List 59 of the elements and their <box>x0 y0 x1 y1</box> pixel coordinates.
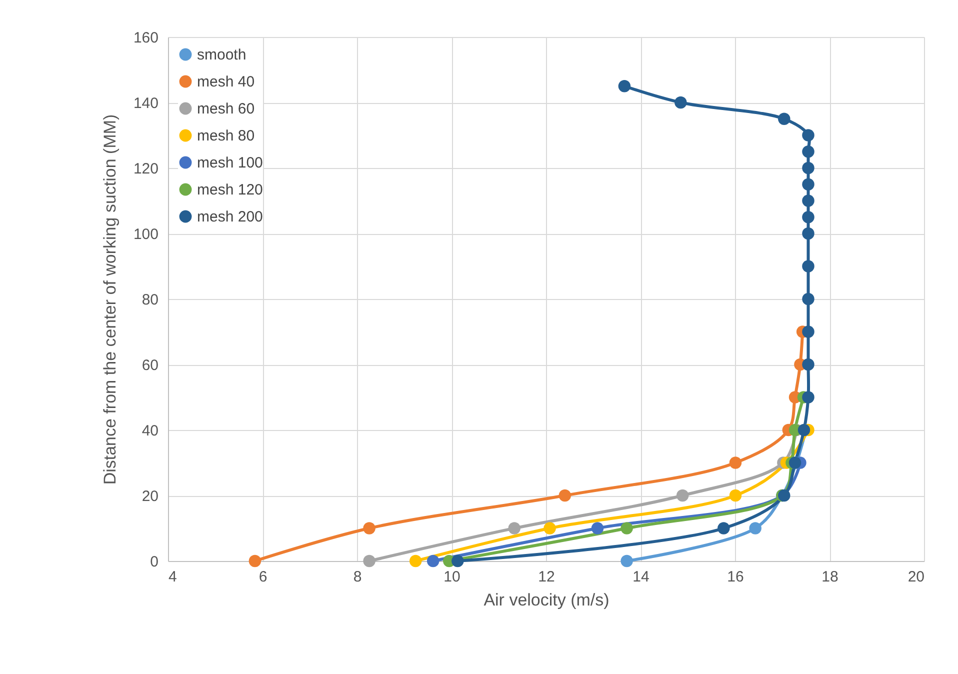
point <box>363 554 376 568</box>
point <box>802 358 814 371</box>
point <box>802 162 814 174</box>
legend-label: smooth <box>197 46 246 64</box>
y-tick-label: 40 <box>142 422 158 440</box>
point <box>426 554 440 568</box>
x-tick-label: 10 <box>444 568 460 586</box>
x-tick-label: 16 <box>727 568 744 586</box>
y-axis-title: Distance from the center of working suction (MM) <box>100 114 120 485</box>
point <box>591 522 604 534</box>
point <box>508 522 520 534</box>
x-tick-label: 4 <box>168 568 177 586</box>
x-tick-label: 14 <box>632 568 650 586</box>
point <box>802 211 814 224</box>
x-tick-label: 8 <box>353 568 362 586</box>
point <box>558 489 572 502</box>
point <box>802 391 814 404</box>
point <box>363 522 376 534</box>
legend-label: mesh 80 <box>197 128 255 144</box>
point <box>409 554 422 568</box>
point <box>802 194 814 207</box>
point <box>802 292 814 306</box>
y-tick-label: 0 <box>150 554 158 570</box>
point <box>674 96 687 109</box>
point <box>718 522 730 534</box>
point <box>802 146 814 158</box>
legend-label: mesh 60 <box>197 100 255 118</box>
y-tick-label: 60 <box>142 357 158 374</box>
point <box>749 522 762 534</box>
y-tick-label: 80 <box>142 292 158 308</box>
y-tick-label: 120 <box>133 160 158 178</box>
point <box>802 227 814 240</box>
legend-label: mesh 40 <box>197 74 255 90</box>
legend-label: mesh 100 <box>197 154 263 172</box>
x-axis-title: Air velocity (m/s) <box>484 590 610 610</box>
point <box>618 80 631 92</box>
point <box>729 456 742 469</box>
point <box>248 554 262 568</box>
point <box>802 129 814 142</box>
y-tick-label: 100 <box>133 226 158 243</box>
point <box>802 326 814 338</box>
x-tick-label: 18 <box>822 568 838 586</box>
point <box>802 178 814 190</box>
point <box>778 112 790 125</box>
y-tick-label: 20 <box>142 488 158 505</box>
point <box>676 489 689 502</box>
point <box>544 522 556 534</box>
point <box>452 554 464 568</box>
legend-label: mesh 120 <box>197 182 263 198</box>
y-tick-label: 140 <box>133 95 158 112</box>
point <box>802 260 814 272</box>
point <box>620 522 633 534</box>
x-tick-label: 6 <box>258 568 268 586</box>
y-tick-label: 160 <box>133 30 158 46</box>
x-tick-label: 20 <box>908 568 924 586</box>
x-tick-label: 12 <box>538 568 555 586</box>
legend-label: mesh 200 <box>197 208 263 226</box>
point <box>729 489 742 502</box>
point <box>620 554 633 568</box>
